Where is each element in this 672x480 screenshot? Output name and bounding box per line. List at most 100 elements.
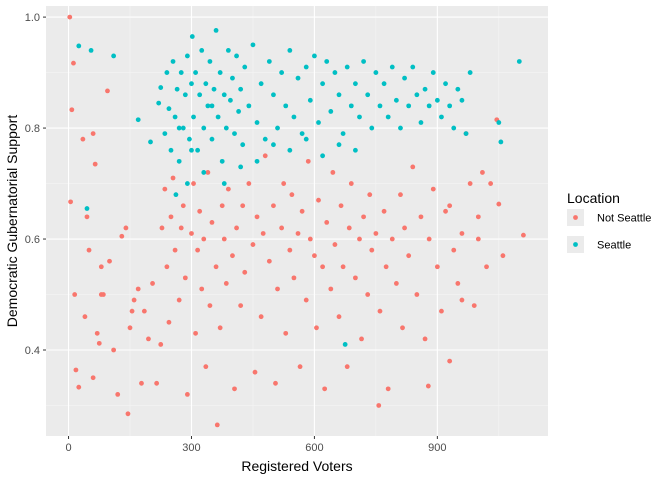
point-seattle bbox=[217, 70, 223, 75]
y-tick-label: 0.4 bbox=[25, 345, 40, 357]
point-not-seattle bbox=[406, 253, 412, 259]
point-not-seattle bbox=[324, 219, 330, 225]
point-seattle bbox=[187, 136, 192, 142]
point-not-seattle bbox=[158, 342, 164, 347]
point-not-seattle bbox=[410, 164, 416, 170]
point-not-seattle bbox=[107, 258, 112, 264]
panel-background bbox=[46, 6, 548, 436]
point-seattle bbox=[223, 125, 229, 131]
point-not-seattle bbox=[115, 391, 121, 397]
point-not-seattle bbox=[260, 231, 266, 236]
point-seattle bbox=[271, 142, 276, 148]
point-not-seattle bbox=[389, 236, 395, 242]
point-seattle bbox=[254, 158, 260, 164]
point-not-seattle bbox=[367, 192, 373, 198]
point-seattle bbox=[191, 114, 196, 120]
point-seattle bbox=[336, 142, 342, 148]
point-not-seattle bbox=[154, 380, 160, 386]
point-not-seattle bbox=[129, 308, 135, 314]
point-not-seattle bbox=[98, 264, 104, 270]
point-not-seattle bbox=[252, 369, 258, 375]
point-seattle bbox=[236, 109, 242, 114]
point-not-seattle bbox=[199, 286, 205, 292]
point-not-seattle bbox=[434, 264, 440, 270]
point-not-seattle bbox=[369, 247, 375, 253]
x-tick-label: 0 bbox=[65, 442, 71, 454]
point-seattle bbox=[291, 114, 297, 120]
x-axis-title: Registered Voters bbox=[241, 458, 352, 474]
point-seattle bbox=[184, 53, 190, 59]
point-seattle bbox=[199, 47, 205, 53]
point-seattle bbox=[271, 92, 276, 98]
point-seattle bbox=[434, 97, 440, 103]
point-seattle bbox=[209, 136, 215, 142]
grid-minor bbox=[46, 6, 548, 436]
point-not-seattle bbox=[234, 225, 239, 231]
point-seattle bbox=[516, 59, 522, 64]
y-tick-label: 0.8 bbox=[25, 123, 40, 135]
point-not-seattle bbox=[69, 107, 75, 113]
point-seattle bbox=[234, 53, 239, 59]
point-seattle bbox=[221, 181, 227, 186]
point-seattle bbox=[332, 70, 338, 75]
point-not-seattle bbox=[496, 201, 502, 207]
point-seattle bbox=[410, 64, 416, 70]
point-seattle bbox=[373, 70, 379, 75]
point-seattle bbox=[498, 139, 504, 145]
point-not-seattle bbox=[209, 219, 215, 225]
point-not-seattle bbox=[271, 203, 276, 209]
point-not-seattle bbox=[207, 303, 213, 309]
point-seattle bbox=[328, 109, 334, 114]
point-seattle bbox=[215, 114, 221, 120]
point-not-seattle bbox=[250, 242, 256, 247]
point-seattle bbox=[443, 81, 448, 87]
point-not-seattle bbox=[82, 314, 88, 320]
point-not-seattle bbox=[328, 286, 334, 292]
point-not-seattle bbox=[484, 264, 489, 270]
point-not-seattle bbox=[232, 386, 237, 392]
point-not-seattle bbox=[303, 297, 309, 303]
point-not-seattle bbox=[68, 199, 73, 205]
point-seattle bbox=[283, 103, 289, 109]
point-not-seattle bbox=[205, 170, 211, 175]
point-not-seattle bbox=[418, 214, 424, 220]
point-not-seattle bbox=[195, 247, 201, 253]
point-not-seattle bbox=[330, 170, 336, 175]
point-not-seattle bbox=[80, 136, 86, 142]
point-not-seattle bbox=[240, 203, 246, 209]
point-not-seattle bbox=[214, 422, 220, 428]
point-not-seattle bbox=[168, 214, 174, 220]
point-not-seattle bbox=[141, 308, 147, 314]
point-not-seattle bbox=[176, 297, 182, 303]
point-seattle bbox=[279, 70, 285, 75]
point-not-seattle bbox=[73, 367, 79, 373]
point-not-seattle bbox=[376, 403, 382, 408]
point-seattle bbox=[320, 81, 326, 87]
point-not-seattle bbox=[246, 181, 252, 186]
point-seattle bbox=[426, 103, 432, 109]
point-seattle bbox=[201, 170, 207, 175]
point-not-seattle bbox=[172, 247, 178, 253]
point-seattle bbox=[189, 34, 195, 39]
point-seattle bbox=[303, 136, 309, 142]
point-not-seattle bbox=[312, 253, 317, 259]
point-seattle bbox=[344, 64, 350, 70]
point-seattle bbox=[287, 47, 293, 53]
point-seattle bbox=[303, 64, 309, 70]
point-not-seattle bbox=[430, 186, 436, 192]
point-not-seattle bbox=[94, 330, 100, 336]
point-not-seattle bbox=[365, 292, 371, 297]
point-not-seattle bbox=[336, 314, 342, 320]
point-not-seattle bbox=[348, 181, 354, 186]
point-not-seattle bbox=[305, 158, 311, 164]
point-not-seattle bbox=[90, 375, 96, 381]
point-seattle bbox=[207, 59, 213, 64]
point-seattle bbox=[111, 53, 117, 59]
point-not-seattle bbox=[203, 364, 209, 370]
point-seattle bbox=[156, 100, 162, 106]
point-not-seattle bbox=[213, 264, 219, 270]
point-seattle bbox=[316, 120, 321, 125]
point-not-seattle bbox=[307, 236, 313, 242]
y-axis: 0.4 0.6 0.8 1.0 bbox=[25, 12, 46, 357]
legend: Location Not Seattle Seattle bbox=[567, 190, 651, 253]
